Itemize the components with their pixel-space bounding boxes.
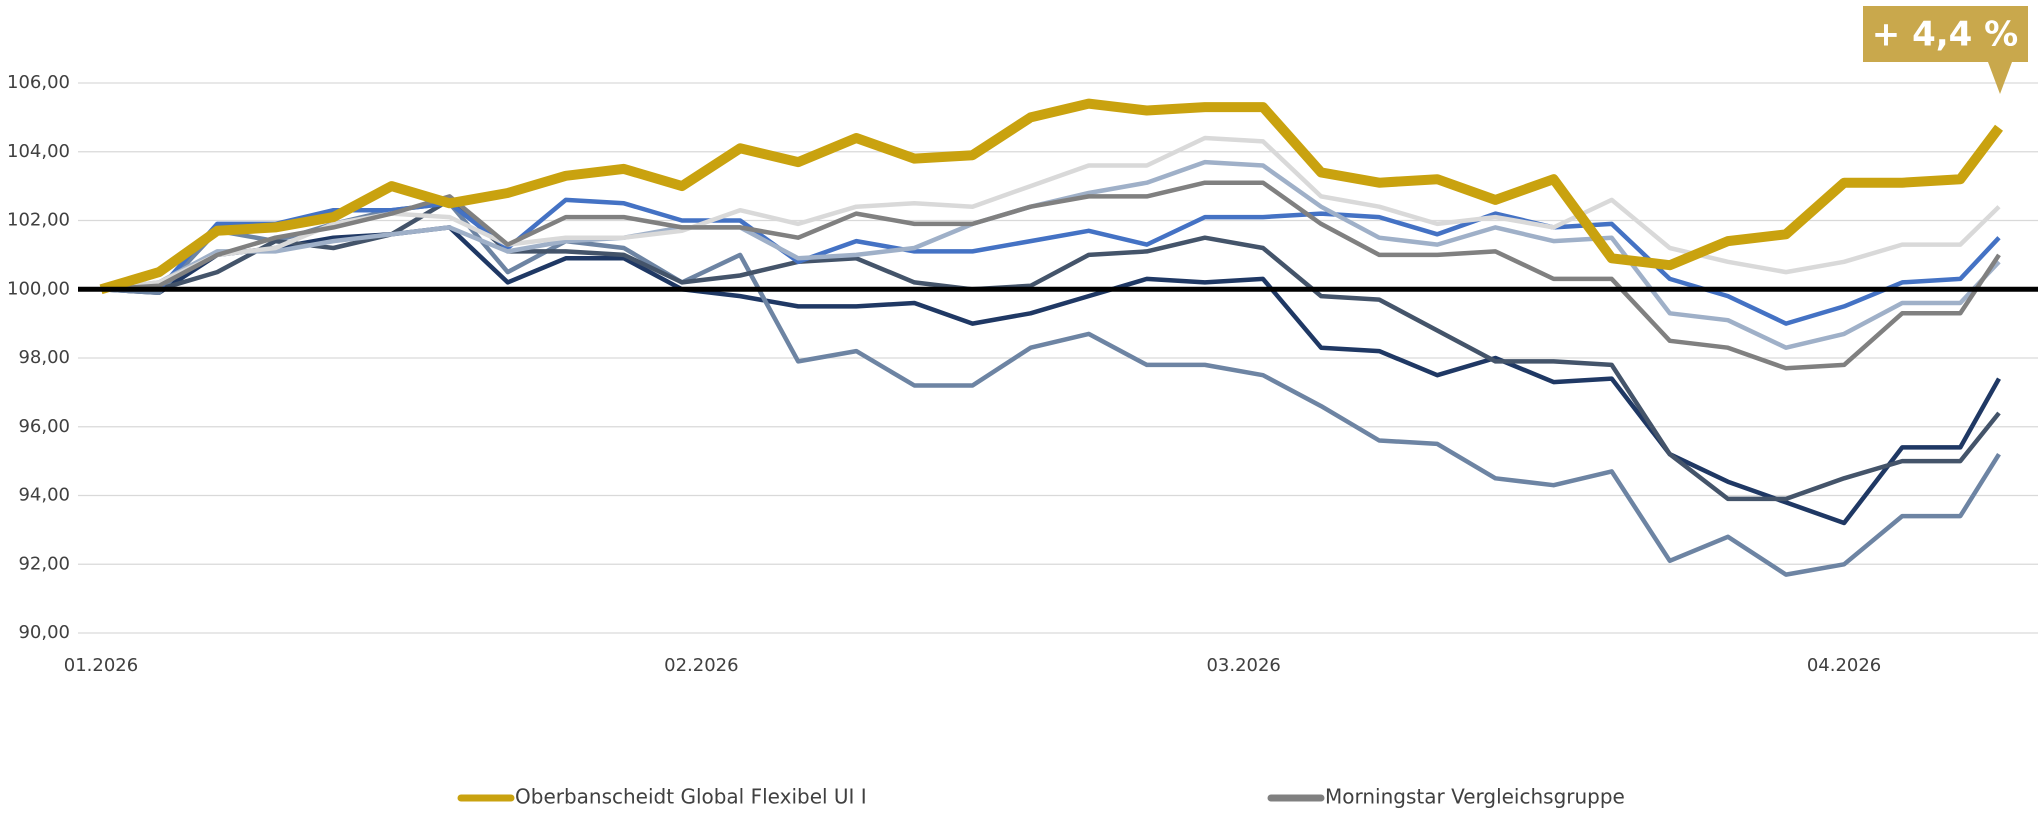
y-tick-label: 98,00 <box>18 347 70 368</box>
y-tick-label: 92,00 <box>18 553 70 574</box>
x-tick-label: 01.2026 <box>64 655 138 676</box>
annotation-box <box>1863 6 2028 94</box>
x-tick-label: 03.2026 <box>1206 655 1280 676</box>
y-tick-label: 100,00 <box>7 278 70 299</box>
annotation-badge: + 4,4 % <box>1863 6 2028 94</box>
legend-label: Oberbanscheidt Global Flexibel UI I <box>515 785 867 809</box>
y-tick-label: 96,00 <box>18 416 70 437</box>
y-tick-label: 94,00 <box>18 485 70 506</box>
y-tick-label: 106,00 <box>7 72 70 93</box>
y-tick-label: 90,00 <box>18 622 70 643</box>
x-tick-label: 02.2026 <box>664 655 738 676</box>
x-tick-label: 04.2026 <box>1807 655 1881 676</box>
series-line <box>100 225 2001 526</box>
series-line <box>100 180 2001 371</box>
series-line <box>99 98 2003 295</box>
legend-label: Morningstar Vergleichsgruppe <box>1325 785 1625 809</box>
annotation-text: + 4,4 % <box>1872 15 2018 55</box>
y-tick-label: 104,00 <box>7 141 70 162</box>
series-line <box>101 197 2001 326</box>
y-tick-label: 102,00 <box>7 210 70 231</box>
